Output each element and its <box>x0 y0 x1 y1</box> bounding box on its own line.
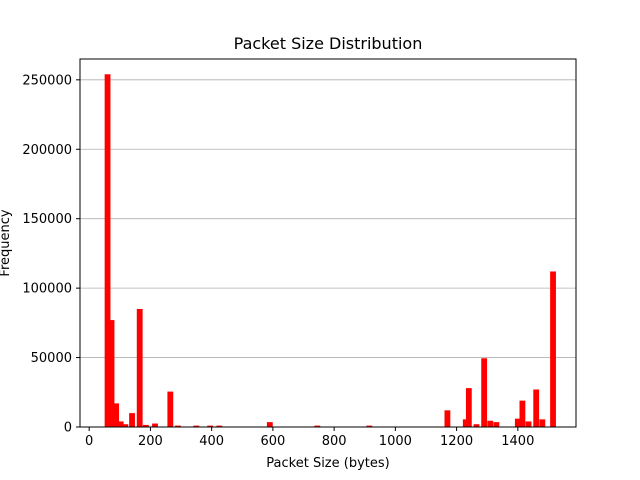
histogram-bar <box>487 420 494 427</box>
x-axis: 0 200 400 600 800 1000 1200 1400 <box>85 427 534 449</box>
y-axis: 0 50000 100000 150000 200000 250000 <box>22 73 80 436</box>
histogram-bar <box>193 425 200 427</box>
histogram-bar <box>550 271 556 427</box>
y-tick-label: 200000 <box>22 143 72 158</box>
histogram-bar <box>539 419 546 427</box>
histogram-bar <box>493 422 500 427</box>
x-tick-label: 0 <box>85 434 93 449</box>
histogram-bar <box>207 425 214 427</box>
histogram-bar <box>314 425 321 427</box>
x-tick-label: 800 <box>322 434 347 449</box>
x-tick-label: 200 <box>138 434 163 449</box>
y-tick-label: 50000 <box>31 351 72 366</box>
histogram-bar <box>525 421 532 427</box>
histogram-bar <box>122 424 129 427</box>
histogram-bar <box>129 413 135 427</box>
histogram-bar <box>113 403 120 427</box>
bars-layer <box>104 74 556 427</box>
x-tick-label: 1000 <box>379 434 412 449</box>
y-tick-label: 250000 <box>22 73 72 88</box>
histogram-bar <box>462 419 469 427</box>
x-tick-label: 1400 <box>501 434 534 449</box>
histogram-bar <box>142 424 149 427</box>
histogram-bar <box>117 421 124 427</box>
histogram-bar <box>366 425 373 427</box>
y-tick-label: 100000 <box>22 282 72 297</box>
x-tick-label: 400 <box>199 434 224 449</box>
histogram-bar <box>175 425 181 427</box>
y-tick-label: 0 <box>64 421 72 436</box>
x-tick-label: 600 <box>260 434 285 449</box>
histogram-bar <box>465 388 472 427</box>
histogram-bar <box>533 389 540 427</box>
histogram-bar <box>481 358 488 427</box>
histogram-bar <box>152 423 158 427</box>
histogram-bar <box>136 308 143 427</box>
plot-frame <box>79 58 577 428</box>
y-tick-label: 150000 <box>22 212 72 227</box>
chart-title: Packet Size Distribution <box>234 34 423 53</box>
histogram-bar <box>519 400 526 427</box>
histogram-bar <box>444 410 451 427</box>
x-axis-title: Packet Size (bytes) <box>266 456 389 471</box>
histogram-bar <box>514 418 521 427</box>
x-tick-label: 1200 <box>440 434 473 449</box>
histogram-bar <box>108 320 115 427</box>
grid-layer <box>80 79 576 358</box>
histogram-bar <box>104 74 111 427</box>
histogram-bar <box>216 425 223 427</box>
histogram-bar <box>167 391 174 427</box>
y-axis-title: Frequency <box>0 209 13 276</box>
histogram-bar <box>473 424 480 427</box>
histogram-bar <box>266 422 273 427</box>
